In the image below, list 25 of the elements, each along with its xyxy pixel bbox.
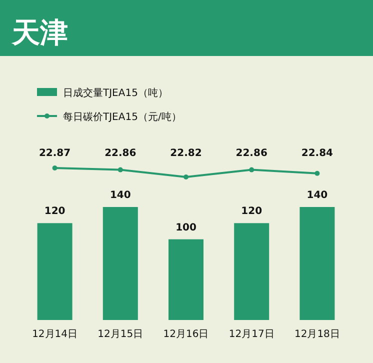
data-label: 22.82 (170, 148, 202, 159)
x-tick-label: 12月15日 (98, 329, 144, 340)
point (52, 166, 58, 170)
point (314, 170, 320, 176)
data-label: 120 (241, 206, 262, 218)
legend-label: 每日碳价TJEA15（元/吨） (63, 111, 182, 123)
x-tick-label: 12月14日 (32, 329, 78, 340)
x-tick-label: 12月16日 (163, 329, 209, 340)
data-label: 22.84 (301, 148, 334, 159)
legend: 日成交量TJEA15（吨） (37, 88, 168, 99)
data-label: 140 (110, 190, 131, 201)
x-tick-label: 12月17日 (228, 329, 274, 340)
legend-label: 日成交量TJEA15（吨） (63, 87, 168, 99)
point (118, 167, 123, 172)
point (184, 174, 188, 180)
point (249, 167, 254, 172)
data-label: 22.86 (104, 148, 136, 159)
data-label: 140 (306, 190, 328, 201)
legend: 每日碳价TJEA15（元/吨） (37, 112, 182, 123)
data-label: 100 (176, 222, 196, 234)
chart-title: 天津 (11, 16, 68, 49)
x-tick-label: 12月18日 (294, 329, 340, 340)
data-label: 120 (44, 206, 66, 218)
data-label: 22.86 (236, 148, 268, 159)
data-label: 22.87 (38, 148, 71, 159)
